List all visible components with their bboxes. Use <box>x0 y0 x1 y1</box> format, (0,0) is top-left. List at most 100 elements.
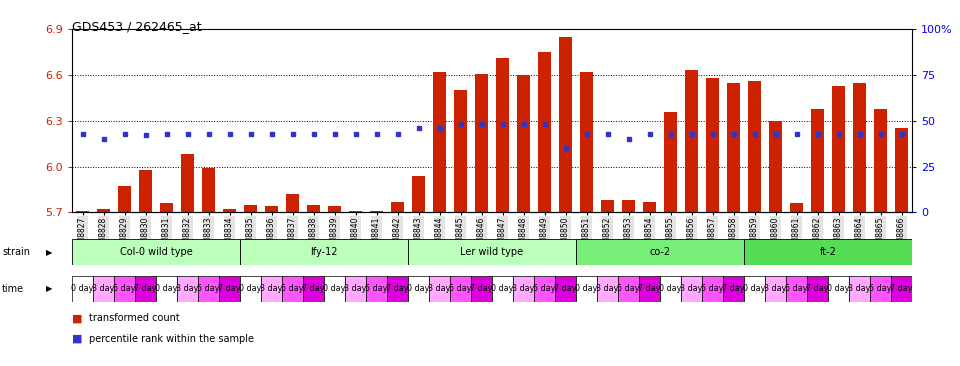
Text: 0 day: 0 day <box>324 284 346 293</box>
Text: 7 day: 7 day <box>722 284 745 293</box>
Bar <box>744 276 765 302</box>
Bar <box>412 176 425 212</box>
Bar <box>156 276 177 302</box>
Bar <box>180 154 194 212</box>
Bar <box>244 205 257 212</box>
Bar <box>429 276 450 302</box>
Bar <box>219 276 240 302</box>
Bar <box>852 83 866 212</box>
Bar <box>895 128 908 212</box>
Text: ft-2: ft-2 <box>820 247 836 257</box>
Bar <box>198 276 219 302</box>
Bar <box>240 276 261 302</box>
Bar <box>474 74 489 212</box>
Bar <box>286 194 300 212</box>
Bar <box>769 121 782 212</box>
Bar <box>723 276 744 302</box>
Text: 0 day: 0 day <box>743 284 766 293</box>
Bar <box>744 239 912 265</box>
Bar <box>345 276 366 302</box>
Text: ▶: ▶ <box>46 284 53 293</box>
Bar <box>97 209 110 212</box>
Bar <box>159 203 174 212</box>
Bar <box>454 90 468 212</box>
Text: 5 day: 5 day <box>449 284 471 293</box>
Bar <box>513 276 534 302</box>
Text: 5 day: 5 day <box>533 284 556 293</box>
Bar <box>282 276 303 302</box>
Bar <box>391 202 404 212</box>
Bar <box>324 276 345 302</box>
Text: 3 day: 3 day <box>345 284 367 293</box>
Bar <box>261 276 282 302</box>
Bar <box>810 109 825 212</box>
Bar <box>93 276 114 302</box>
Bar <box>114 276 135 302</box>
Text: 5 day: 5 day <box>785 284 807 293</box>
Text: 5 day: 5 day <box>617 284 639 293</box>
Text: GDS453 / 262465_at: GDS453 / 262465_at <box>72 20 202 33</box>
Bar <box>660 276 681 302</box>
Text: 5 day: 5 day <box>197 284 220 293</box>
Text: 0 day: 0 day <box>828 284 850 293</box>
Text: 7 day: 7 day <box>554 284 577 293</box>
Text: ■: ■ <box>72 333 83 344</box>
Text: 5 day: 5 day <box>113 284 135 293</box>
Bar <box>118 186 132 212</box>
Text: 3 day: 3 day <box>428 284 450 293</box>
Bar <box>492 276 513 302</box>
Bar <box>76 211 89 212</box>
Bar <box>555 276 576 302</box>
Bar <box>450 276 471 302</box>
Bar <box>366 276 387 302</box>
Bar <box>618 276 639 302</box>
Text: 0 day: 0 day <box>492 284 514 293</box>
Bar <box>828 276 849 302</box>
Bar <box>642 202 657 212</box>
Text: ■: ■ <box>72 313 83 324</box>
Bar <box>177 276 198 302</box>
Text: strain: strain <box>2 247 30 257</box>
Text: 7 day: 7 day <box>386 284 409 293</box>
Text: 7 day: 7 day <box>638 284 660 293</box>
Text: 3 day: 3 day <box>177 284 199 293</box>
Bar <box>408 276 429 302</box>
Bar <box>706 78 719 212</box>
Bar <box>223 209 236 212</box>
Text: transformed count: transformed count <box>89 313 180 324</box>
Bar <box>727 83 740 212</box>
Text: 7 day: 7 day <box>218 284 241 293</box>
Text: 3 day: 3 day <box>849 284 871 293</box>
Text: 7 day: 7 day <box>470 284 492 293</box>
Bar <box>306 205 321 212</box>
Bar <box>559 37 572 212</box>
Bar <box>807 276 828 302</box>
Text: 5 day: 5 day <box>701 284 724 293</box>
Bar <box>639 276 660 302</box>
Bar <box>538 52 551 212</box>
Text: 0 day: 0 day <box>156 284 178 293</box>
Bar <box>576 276 597 302</box>
Text: co-2: co-2 <box>649 247 671 257</box>
Bar <box>387 276 408 302</box>
Bar <box>748 81 761 212</box>
Text: 0 day: 0 day <box>239 284 262 293</box>
Bar <box>684 71 698 212</box>
Bar <box>135 276 156 302</box>
Bar <box>870 276 891 302</box>
Bar <box>597 276 618 302</box>
Text: 3 day: 3 day <box>513 284 535 293</box>
Text: 5 day: 5 day <box>365 284 388 293</box>
Text: 3 day: 3 day <box>596 284 618 293</box>
Text: time: time <box>2 284 24 294</box>
Bar <box>831 86 846 212</box>
Bar <box>622 200 636 212</box>
Text: 3 day: 3 day <box>681 284 703 293</box>
Bar <box>138 169 153 212</box>
Bar <box>72 239 240 265</box>
Bar <box>516 75 530 212</box>
Text: 7 day: 7 day <box>134 284 156 293</box>
Bar <box>327 206 342 212</box>
Text: percentile rank within the sample: percentile rank within the sample <box>89 333 254 344</box>
Bar <box>702 276 723 302</box>
